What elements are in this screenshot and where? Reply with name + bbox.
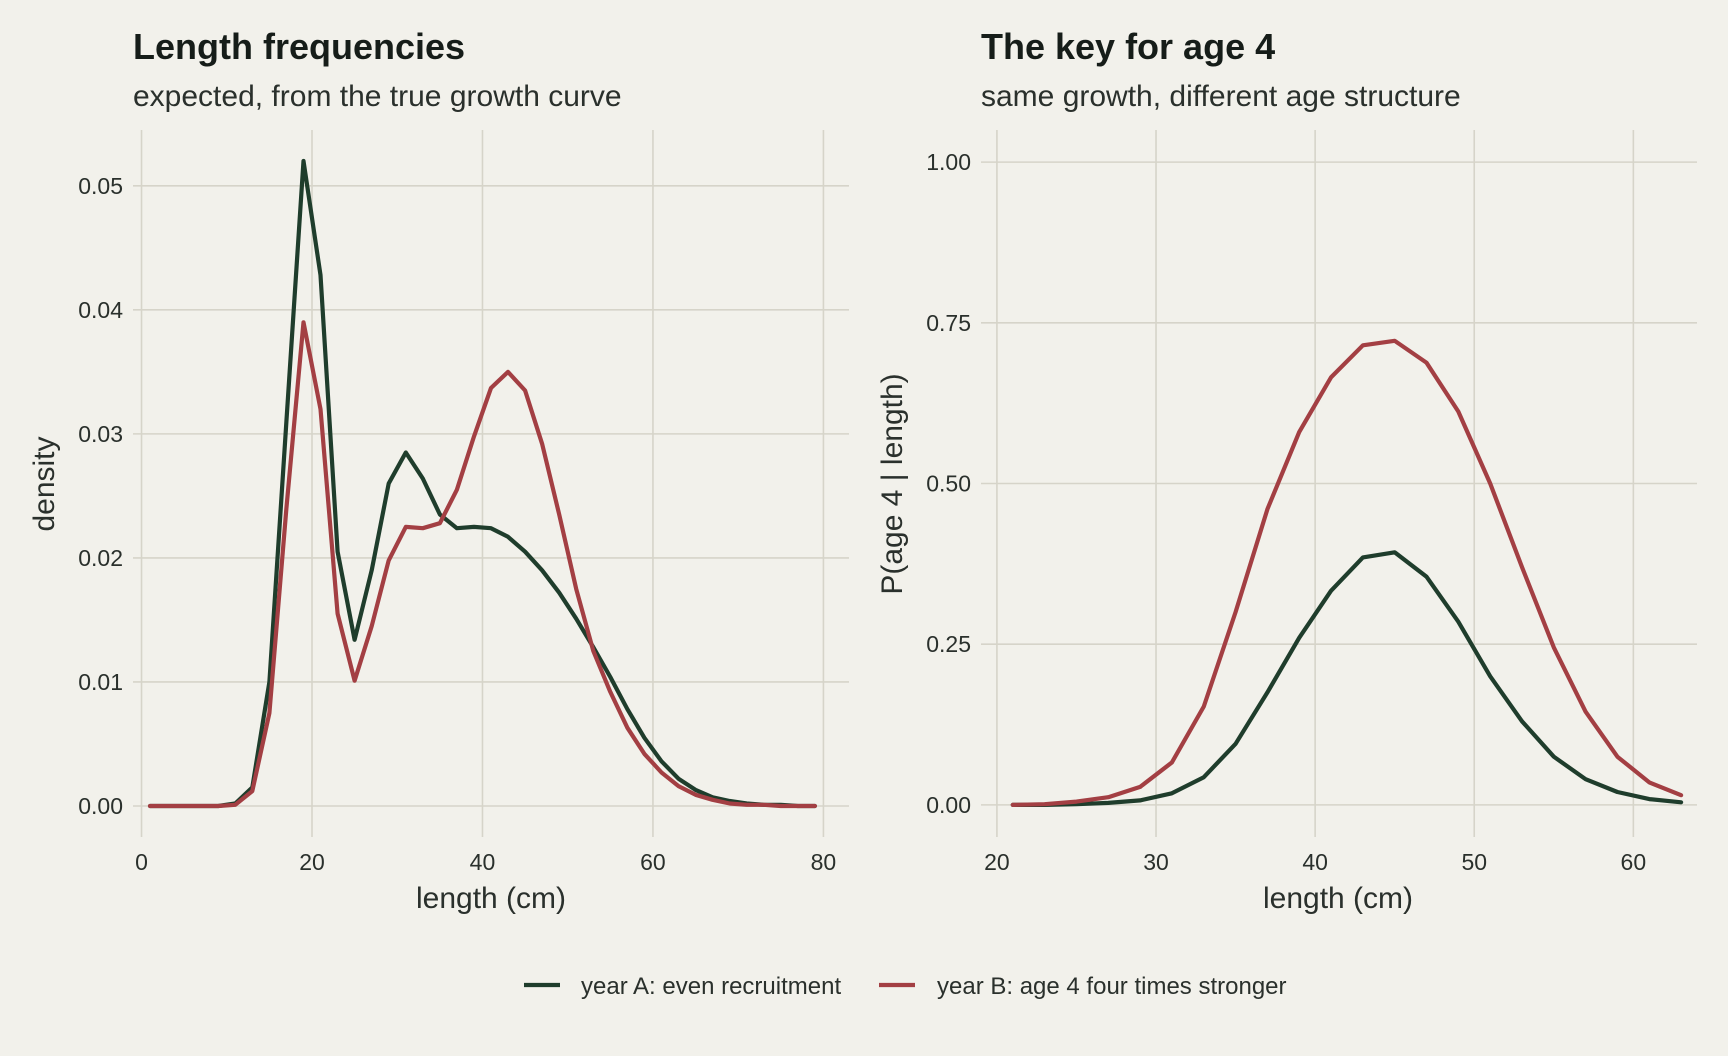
y-tick-label: 0.05: [78, 173, 123, 199]
x-tick-label: 20: [299, 849, 325, 875]
panel-title: Length frequencies: [133, 26, 465, 67]
x-tick-label: 0: [135, 849, 148, 875]
legend: year A: even recruitment year B: age 4 f…: [524, 973, 1287, 1000]
x-axis-label: length (cm): [416, 882, 566, 915]
series-line-year-a: [147, 158, 818, 809]
panel-subtitle: same growth, different age structure: [981, 80, 1461, 113]
x-tick-label: 40: [470, 849, 496, 875]
y-tick-label: 0.00: [78, 793, 123, 819]
y-tick-label: 0.00: [926, 792, 971, 818]
series-line-year-a: [1010, 550, 1684, 808]
y-tick-label: 1.00: [926, 149, 971, 175]
series-line-year-b: [1010, 338, 1684, 808]
y-tick-label: 0.01: [78, 669, 123, 695]
panel-subtitle: expected, from the true growth curve: [133, 80, 622, 113]
series-line-year-b: [147, 320, 818, 809]
grid: [133, 130, 849, 837]
series-lines: [1010, 338, 1684, 808]
grid: [981, 130, 1697, 837]
y-tick-label: 0.04: [78, 297, 123, 323]
y-tick-label: 0.50: [926, 471, 971, 497]
series-lines: [147, 158, 818, 809]
y-axis-label: density: [28, 436, 61, 531]
x-tick-labels: 0 20 40 60 80: [135, 849, 836, 875]
y-tick-label: 0.25: [926, 631, 971, 657]
panel-title: The key for age 4: [981, 26, 1275, 67]
y-tick-labels: 0.00 0.01 0.02 0.03 0.04 0.05: [78, 173, 123, 819]
x-axis-label: length (cm): [1263, 882, 1413, 915]
panel-length-frequencies: Length frequencies expected, from the tr…: [28, 26, 849, 915]
x-tick-label: 60: [1621, 849, 1647, 875]
x-tick-label: 80: [811, 849, 837, 875]
y-tick-label: 0.02: [78, 545, 123, 571]
x-tick-label: 20: [984, 849, 1010, 875]
x-tick-labels: 20 30 40 50 60: [984, 849, 1646, 875]
legend-label-year-a: year A: even recruitment: [581, 973, 841, 1000]
x-tick-label: 60: [640, 849, 666, 875]
legend-label-year-b: year B: age 4 four times stronger: [937, 973, 1287, 1000]
y-tick-label: 0.03: [78, 421, 123, 447]
x-tick-label: 40: [1302, 849, 1328, 875]
x-tick-label: 50: [1461, 849, 1487, 875]
x-tick-label: 30: [1143, 849, 1169, 875]
y-tick-label: 0.75: [926, 310, 971, 336]
y-axis-label: P(age 4 | length): [876, 373, 909, 594]
y-tick-labels: 0.00 0.25 0.50 0.75 1.00: [926, 149, 971, 818]
panel-age-key: The key for age 4 same growth, different…: [876, 26, 1697, 915]
